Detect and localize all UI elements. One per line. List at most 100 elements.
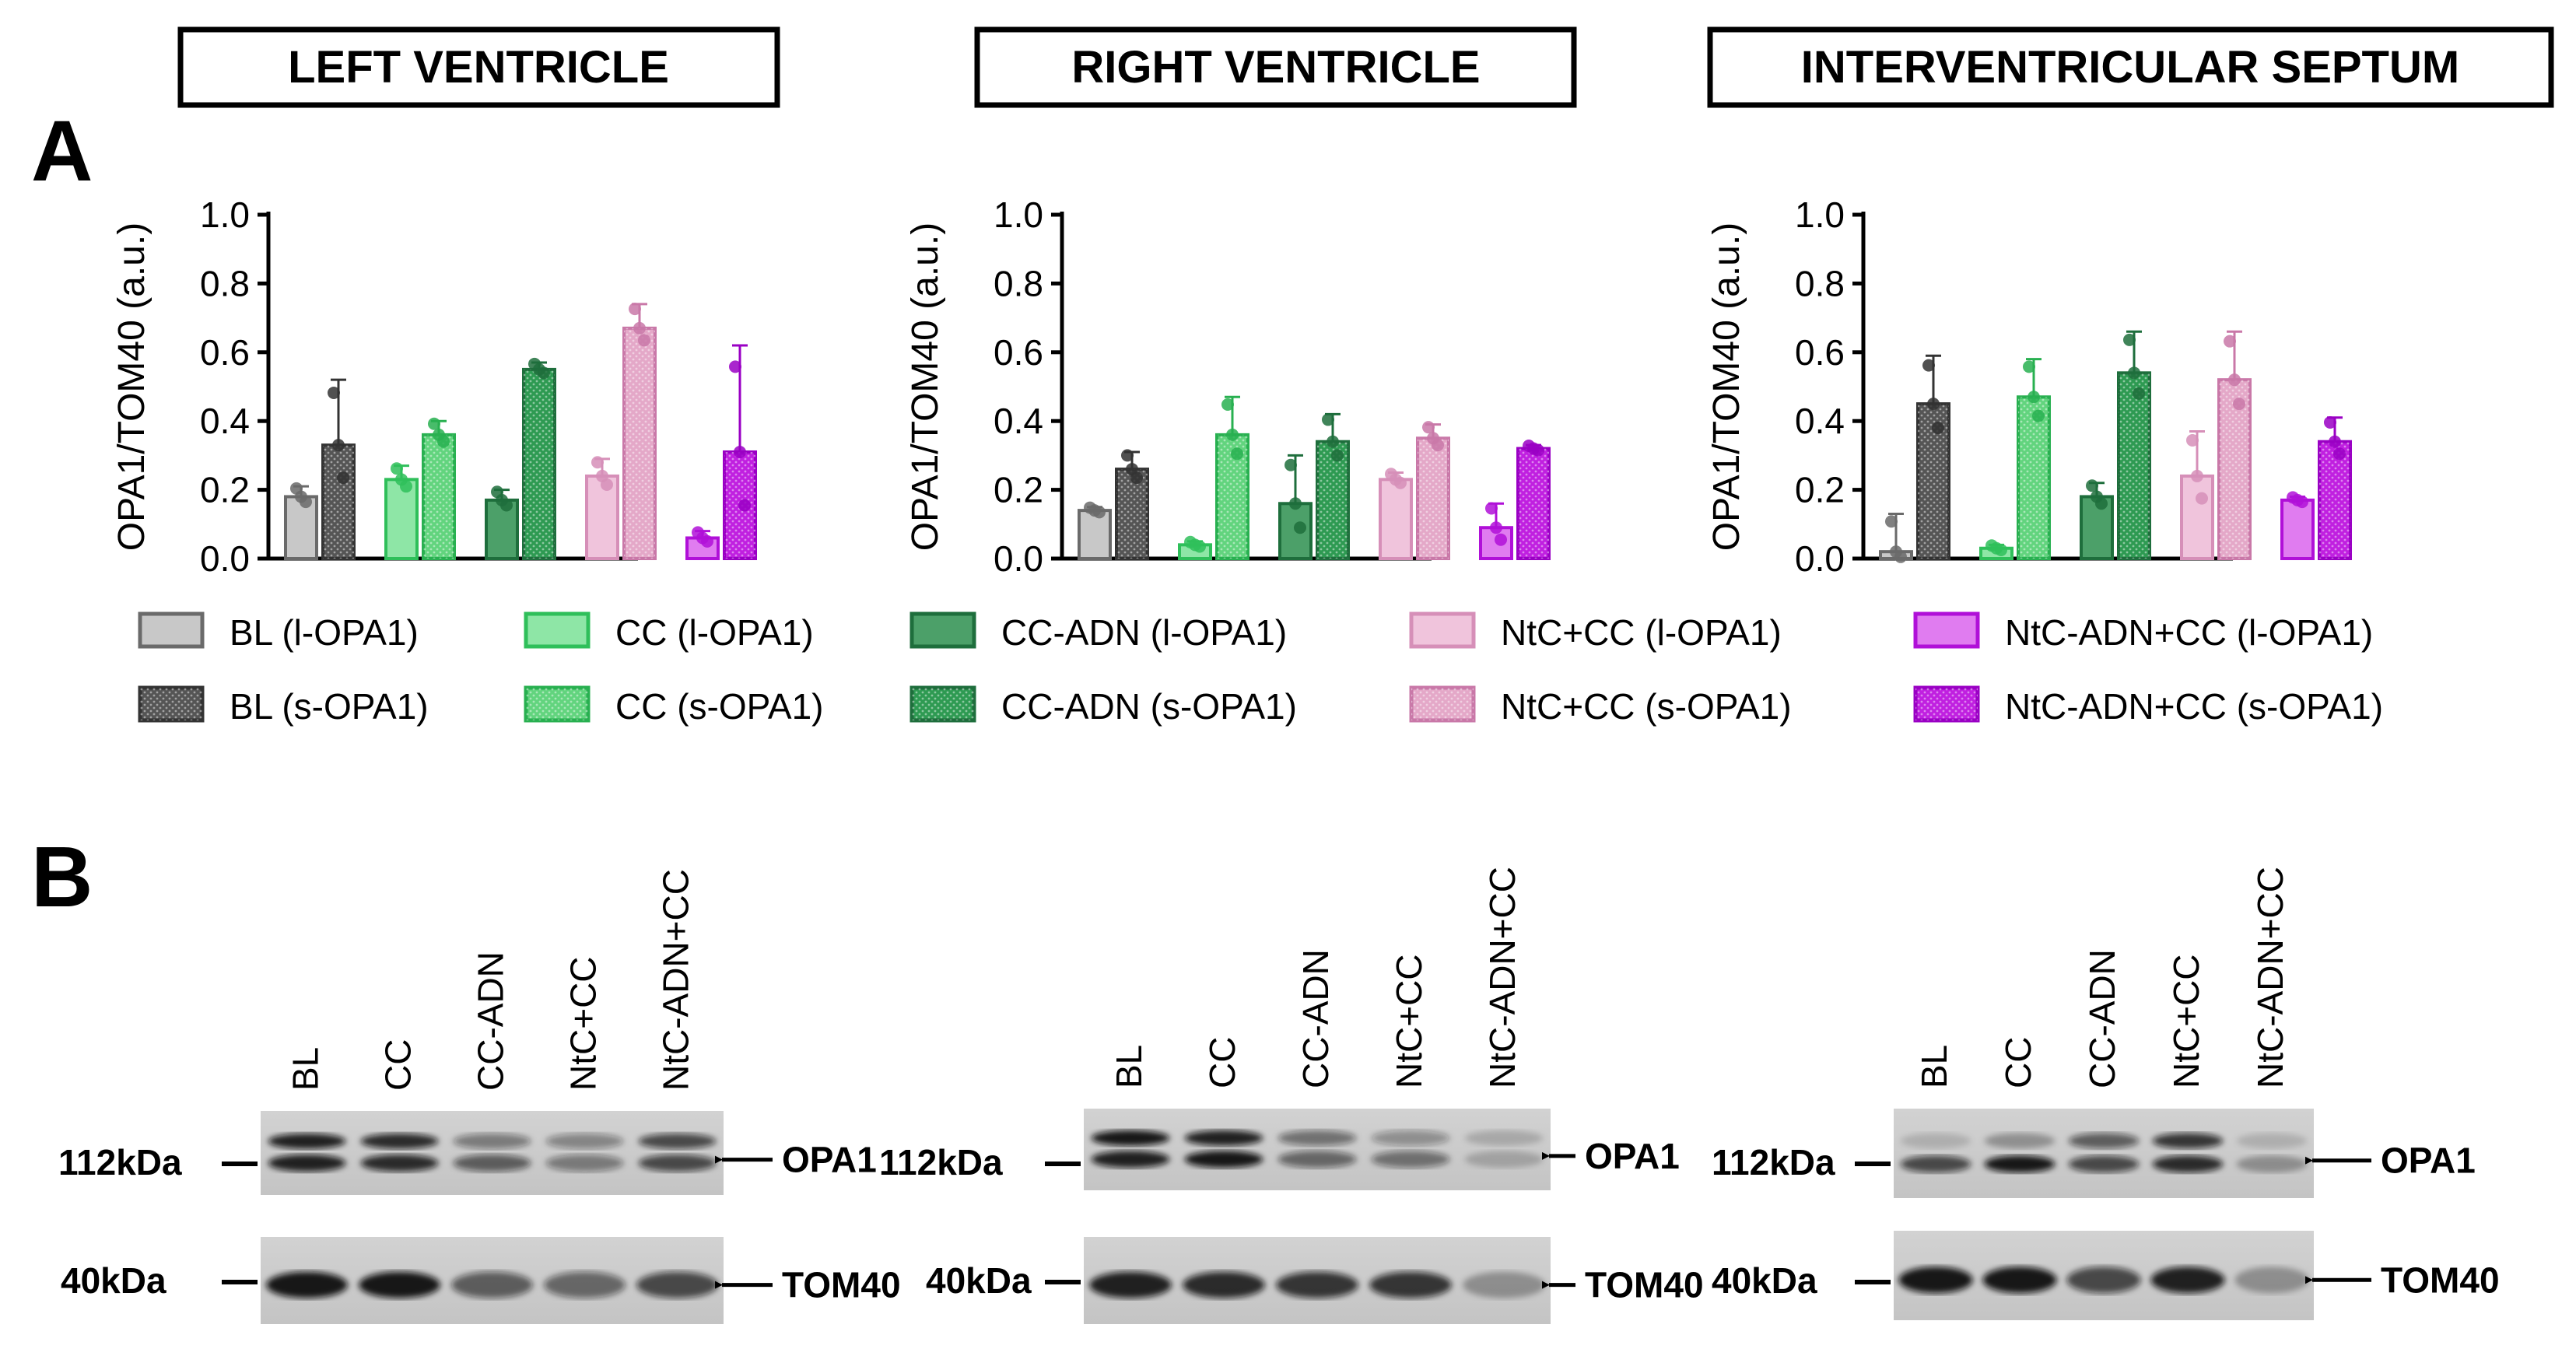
bar-ntc-cc-l-opa1 bbox=[585, 474, 619, 560]
legend-swatch bbox=[1913, 611, 1980, 649]
band-tom40 bbox=[1276, 1271, 1358, 1298]
data-point bbox=[2291, 493, 2304, 506]
data-point bbox=[1121, 449, 1134, 462]
band-opa1-upper bbox=[2068, 1133, 2140, 1149]
y-tick-label: 0.4 bbox=[1795, 401, 1845, 441]
chart-title-box-2: INTERVENTRICULAR SEPTUM bbox=[1707, 26, 2554, 108]
data-point bbox=[1322, 413, 1334, 426]
band-tom40 bbox=[1463, 1271, 1545, 1298]
band-opa1-lower bbox=[1277, 1151, 1357, 1169]
data-point bbox=[729, 360, 741, 373]
lane-label: BL bbox=[1109, 1045, 1149, 1088]
data-point bbox=[428, 417, 440, 430]
band-tom40 bbox=[451, 1271, 533, 1298]
chart-1: OPA1/TOM40 (a.u.) 0.0 0.2 0.4 0.6 0.8 1.0 bbox=[905, 194, 1551, 579]
legend-label: NtC+CC (l-OPA1) bbox=[1501, 612, 1782, 653]
data-point bbox=[2123, 333, 2136, 346]
band-tom40 bbox=[1089, 1271, 1172, 1298]
bar-bl-l-opa1 bbox=[284, 495, 318, 560]
data-point bbox=[2324, 415, 2336, 429]
data-point bbox=[1289, 497, 1302, 510]
data-point bbox=[328, 386, 340, 399]
band-opa1-upper bbox=[1984, 1133, 2056, 1149]
legend-item-6: NtC+CC (l-OPA1) bbox=[1409, 611, 1782, 653]
data-point bbox=[496, 493, 508, 506]
band-opa1-lower bbox=[2068, 1155, 2140, 1173]
lane-label: NtC-ADN+CC bbox=[1482, 867, 1523, 1088]
data-point bbox=[1890, 545, 1902, 559]
chart-title-box-0: LEFT VENTRICLE bbox=[177, 26, 780, 108]
band-opa1-upper bbox=[360, 1133, 439, 1149]
lane-label: NtC+CC bbox=[1389, 954, 1429, 1088]
band-opa1-lower bbox=[1091, 1151, 1170, 1169]
band-tom40 bbox=[1898, 1267, 1973, 1294]
legend-label: CC-ADN (l-OPA1) bbox=[1001, 612, 1287, 653]
legend-item-4: CC-ADN (l-OPA1) bbox=[909, 611, 1287, 653]
band-tom40 bbox=[1982, 1267, 2057, 1294]
y-tick-label: 0.6 bbox=[994, 332, 1043, 373]
lane-label: NtC-ADN+CC bbox=[2250, 867, 2290, 1088]
data-point bbox=[1284, 458, 1297, 471]
legend-item-1: BL (s-OPA1) bbox=[138, 685, 429, 727]
band-opa1-upper bbox=[1277, 1130, 1357, 1146]
blot-1: BL CC CC-ADN NtC+CC NtC-ADN+CC 112kDa 40kDa OPA… bbox=[879, 867, 1704, 1324]
legend-label: CC-ADN (s-OPA1) bbox=[1001, 686, 1297, 727]
legend-swatch-pattern bbox=[912, 688, 974, 720]
data-point bbox=[2091, 490, 2103, 503]
data-point bbox=[2196, 492, 2208, 505]
data-point bbox=[1990, 541, 2003, 555]
lane-label: CC-ADN bbox=[2082, 949, 2122, 1088]
bar-bl-l-opa1 bbox=[1078, 509, 1112, 560]
band-opa1-upper bbox=[1900, 1133, 1971, 1149]
lane-label: CC bbox=[1998, 1037, 2038, 1088]
band-label-opa1: OPA1 bbox=[2381, 1141, 2476, 1181]
y-tick-label: 0.2 bbox=[200, 470, 250, 510]
lane-label: NtC+CC bbox=[2166, 954, 2206, 1088]
band-opa1-lower bbox=[638, 1154, 717, 1172]
y-tick-label: 0.0 bbox=[1795, 538, 1845, 579]
y-tick-label: 0.8 bbox=[1795, 263, 1845, 303]
data-point bbox=[738, 499, 751, 512]
blot-0: BL CC CC-ADN NtC+CC NtC-ADN+CC 112kDa 40kDa OPA… bbox=[58, 869, 901, 1324]
bar-cc-l-opa1 bbox=[384, 478, 419, 561]
bar-cc-adn-l-opa1 bbox=[485, 498, 519, 560]
marker-label-112kda: 112kDa bbox=[1712, 1142, 1835, 1183]
data-point bbox=[1294, 521, 1306, 534]
marker-label-40kda: 40kDa bbox=[926, 1260, 1032, 1301]
chart-0: OPA1/TOM40 (a.u.) 0.0 0.2 0.4 0.6 0.8 1.0 bbox=[111, 194, 757, 579]
data-point bbox=[391, 462, 403, 475]
legend-label: NtC-ADN+CC (l-OPA1) bbox=[2005, 612, 2373, 653]
bar-charts: OPA1/TOM40 (a.u.)0.00.20.40.60.81.0OPA1/… bbox=[111, 194, 2352, 579]
bar-pattern bbox=[2018, 397, 2049, 559]
y-tick-label: 0.4 bbox=[200, 401, 250, 441]
lane-label: BL bbox=[1914, 1045, 1954, 1088]
band-opa1-lower bbox=[453, 1154, 531, 1172]
y-tick-label: 1.0 bbox=[200, 194, 250, 235]
data-point bbox=[337, 471, 349, 485]
data-point bbox=[395, 473, 408, 486]
blot-membrane-opa1 bbox=[1084, 1109, 1551, 1190]
bar-ntc-cc-l-opa1 bbox=[1379, 478, 1413, 561]
data-point bbox=[2329, 435, 2341, 448]
data-point bbox=[638, 334, 650, 347]
band-tom40 bbox=[359, 1271, 440, 1298]
band-tom40 bbox=[2234, 1267, 2309, 1294]
band-opa1-lower bbox=[1464, 1151, 1544, 1169]
y-tick-label: 0.2 bbox=[1795, 470, 1845, 510]
data-point bbox=[734, 445, 746, 458]
legend-label: CC (l-OPA1) bbox=[615, 612, 814, 653]
data-point bbox=[2228, 373, 2241, 387]
data-point bbox=[1390, 473, 1402, 486]
band-opa1-lower bbox=[1900, 1155, 1971, 1173]
bar-pattern bbox=[1116, 469, 1148, 559]
panel-label-a: A bbox=[31, 103, 93, 199]
y-tick-label: 0.8 bbox=[200, 263, 250, 303]
band-opa1-upper bbox=[453, 1133, 531, 1149]
blot-membrane-opa1 bbox=[261, 1111, 724, 1195]
lane-label: CC bbox=[378, 1039, 419, 1091]
legend-label: BL (l-OPA1) bbox=[230, 612, 419, 653]
band-opa1-lower bbox=[1984, 1155, 2056, 1173]
band-opa1-upper bbox=[1371, 1130, 1450, 1146]
band-opa1-lower bbox=[360, 1154, 439, 1172]
